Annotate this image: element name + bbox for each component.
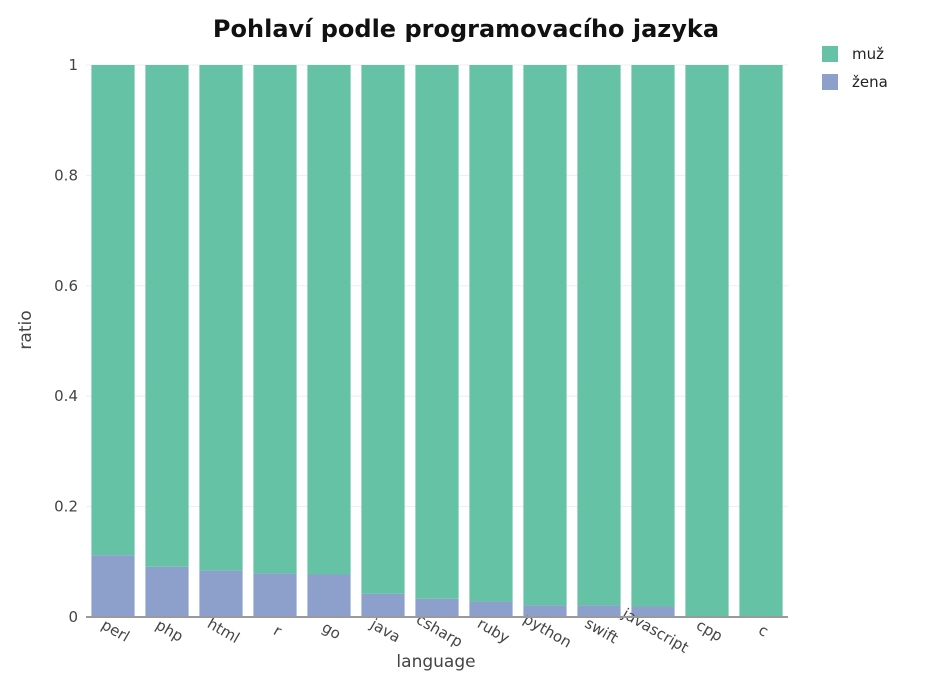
bar-segment-muz-javascript[interactable] (631, 65, 675, 607)
bar-segment-zena-javascript[interactable] (631, 606, 675, 617)
legend-swatch-zena[interactable] (822, 74, 838, 90)
bar-segment-muz-java[interactable] (361, 65, 405, 594)
bar-segment-muz-csharp[interactable] (415, 65, 459, 599)
bar-segment-muz-html[interactable] (199, 65, 243, 571)
bar-segment-muz-python[interactable] (523, 65, 567, 606)
y-tick-label: 0.4 (54, 387, 78, 405)
bar-segment-muz-ruby[interactable] (469, 65, 513, 602)
x-tick-label: swift (582, 614, 622, 647)
y-axis-title: ratio (16, 310, 36, 349)
legend-label[interactable]: muž (852, 45, 884, 63)
chart-title: Pohlaví podle programovacího jazyka (213, 15, 719, 43)
legend-label[interactable]: žena (852, 73, 888, 91)
bar-segment-zena-perl[interactable] (91, 555, 135, 617)
y-tick-label: 0.2 (54, 498, 78, 516)
y-tick-label: 1 (68, 56, 78, 74)
x-tick-label: java (367, 615, 404, 647)
bar-segment-muz-perl[interactable] (91, 65, 135, 556)
bars (91, 65, 783, 617)
bar-segment-muz-c[interactable] (739, 65, 783, 617)
bar-segment-zena-csharp[interactable] (415, 598, 459, 617)
bar-segment-zena-ruby[interactable] (469, 601, 513, 617)
bar-segment-muz-php[interactable] (145, 65, 189, 567)
x-tick-label: php (153, 616, 187, 646)
bar-segment-zena-go[interactable] (307, 574, 351, 617)
x-tick-label: html (204, 614, 243, 647)
bar-segment-muz-swift[interactable] (577, 65, 621, 606)
x-axis-title: language (396, 652, 475, 672)
legend: muž žena (822, 45, 888, 91)
bar-segment-zena-python[interactable] (523, 605, 567, 617)
x-tick-label: c (755, 621, 771, 641)
y-tick-label: 0.8 (54, 166, 78, 184)
y-tick-label: 0.6 (54, 277, 78, 295)
bar-segment-zena-php[interactable] (145, 566, 189, 617)
bar-segment-zena-html[interactable] (199, 570, 243, 617)
bar-segment-muz-r[interactable] (253, 65, 297, 574)
x-tick-label: r (270, 621, 285, 640)
x-tick-label: go (319, 618, 344, 643)
bar-segment-muz-cpp[interactable] (685, 65, 729, 617)
y-tick-label: 0 (68, 608, 78, 626)
bar-segment-zena-swift[interactable] (577, 605, 621, 617)
bar-segment-zena-java[interactable] (361, 593, 405, 617)
bar-segment-zena-r[interactable] (253, 573, 297, 617)
x-tick-label: cpp (693, 616, 726, 645)
x-tick-label: perl (98, 616, 132, 646)
legend-swatch-muz[interactable] (822, 46, 838, 62)
x-tick-label: ruby (474, 614, 513, 647)
bar-segment-muz-go[interactable] (307, 65, 351, 575)
